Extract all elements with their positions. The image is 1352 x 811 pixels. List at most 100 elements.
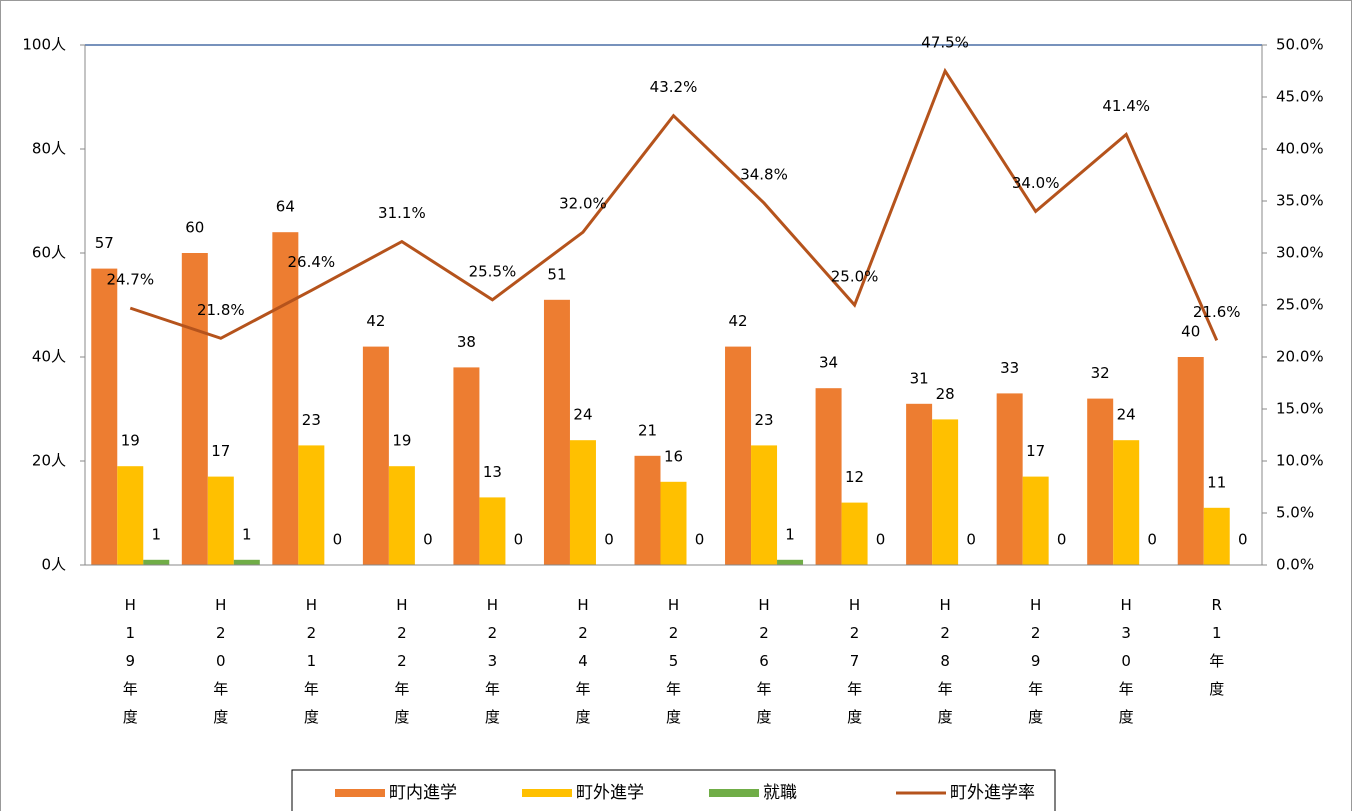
data-label: 0: [1057, 531, 1067, 549]
data-label: 1: [151, 525, 161, 543]
data-label: 17: [1026, 442, 1045, 460]
bar: [453, 367, 480, 565]
y-tick-label: 40人: [32, 348, 66, 366]
line: [129, 67, 1219, 341]
x-tick-label: H 2 4 年度: [575, 596, 590, 726]
data-label: 12: [845, 468, 864, 486]
x-tick-label: H 2 7 年度: [847, 596, 862, 726]
data-label: 1: [785, 525, 795, 543]
y-tick-label: 100人: [22, 36, 66, 54]
bar: [725, 346, 752, 565]
legend-label: 町外進学: [576, 783, 644, 803]
bar: [233, 559, 260, 565]
bar: [479, 497, 506, 565]
data-label: 0: [1238, 531, 1248, 549]
x-tick-label: H 3 0 年度: [1119, 596, 1134, 726]
y-tick-label: 20人: [32, 452, 66, 470]
data-label: 40: [1181, 323, 1200, 341]
data-label: 24.7%: [106, 271, 154, 289]
bar: [569, 440, 596, 565]
bar: [543, 299, 570, 565]
bar: [660, 481, 687, 565]
x-tick-label: H 2 6 年度: [757, 596, 772, 726]
y2-tick-label: 0.0%: [1276, 556, 1314, 574]
bar: [1177, 357, 1204, 565]
legend-label: 就職: [763, 783, 797, 803]
data-label: 31: [910, 369, 929, 387]
data-label: 26.4%: [288, 253, 336, 271]
y2-tick-label: 40.0%: [1276, 140, 1324, 158]
data-label: 21: [638, 421, 657, 439]
data-label: 0: [1147, 531, 1157, 549]
bar: [298, 445, 325, 565]
bar: [996, 393, 1023, 565]
data-label: 11: [1207, 473, 1226, 491]
data-label: 16: [664, 447, 683, 465]
data-label: 57: [95, 234, 114, 252]
y2-tick-label: 45.0%: [1276, 88, 1324, 106]
data-label: 25.0%: [831, 268, 879, 286]
legend-swatch: [522, 789, 572, 797]
bar: [1087, 398, 1114, 565]
bar: [1113, 440, 1140, 565]
data-label: 19: [392, 432, 411, 450]
data-label: 0: [604, 531, 614, 549]
bar: [143, 559, 170, 565]
data-label: 34.0%: [1012, 174, 1060, 192]
y2-tick-label: 5.0%: [1276, 504, 1314, 522]
legend-swatch: [335, 789, 385, 797]
bar: [181, 253, 208, 565]
data-label: 0: [514, 531, 524, 549]
y2-tick-label: 25.0%: [1276, 296, 1324, 314]
y-tick-label: 0人: [41, 556, 66, 574]
data-label: 24: [573, 406, 592, 424]
y2-tick-label: 10.0%: [1276, 452, 1324, 470]
data-label: 34.8%: [740, 166, 788, 184]
data-label: 38: [457, 333, 476, 351]
data-label: 24: [1117, 406, 1136, 424]
x-tick-label: H 2 5 年度: [666, 596, 681, 726]
data-label: 19: [121, 432, 140, 450]
legend-label: 町外進学率: [950, 783, 1035, 803]
legend-label: 町内進学: [389, 783, 457, 803]
data-label: 13: [483, 463, 502, 481]
bar: [932, 419, 959, 565]
bar: [815, 388, 842, 565]
data-label: 51: [547, 265, 566, 283]
data-label: 21.6%: [1193, 303, 1241, 321]
x-tick-label: H 2 1 年度: [304, 596, 319, 726]
data-label: 41.4%: [1102, 97, 1150, 115]
data-label: 0: [695, 531, 705, 549]
data-label: 42: [728, 312, 747, 330]
data-label: 64: [276, 198, 295, 216]
bar: [91, 268, 118, 565]
data-label: 32.0%: [559, 195, 607, 213]
data-label: 0: [423, 531, 433, 549]
data-label: 23: [302, 411, 321, 429]
bar: [117, 466, 144, 565]
y2-tick-label: 20.0%: [1276, 348, 1324, 366]
data-label: 42: [366, 312, 385, 330]
data-label: 43.2%: [650, 78, 698, 96]
bar: [362, 346, 389, 565]
y-tick-label: 80人: [32, 140, 66, 158]
bar: [1022, 476, 1049, 565]
data-label: 25.5%: [469, 262, 517, 280]
x-tick-label: H 2 0 年度: [213, 596, 228, 726]
data-label: 28: [936, 385, 955, 403]
data-label: 32: [1091, 364, 1110, 382]
bar: [634, 455, 661, 565]
data-label: 31.1%: [378, 204, 426, 222]
data-label: 0: [876, 531, 886, 549]
bar: [388, 466, 415, 565]
bar: [1203, 507, 1230, 565]
data-label: 60: [185, 219, 204, 237]
x-tick-label: H 2 9 年度: [1028, 596, 1043, 726]
x-tick-label: H 2 2 年度: [394, 596, 409, 726]
data-label: 1: [242, 525, 252, 543]
y2-tick-label: 50.0%: [1276, 36, 1324, 54]
data-label: 0: [333, 531, 343, 549]
y2-tick-label: 30.0%: [1276, 244, 1324, 262]
bar: [207, 476, 234, 565]
